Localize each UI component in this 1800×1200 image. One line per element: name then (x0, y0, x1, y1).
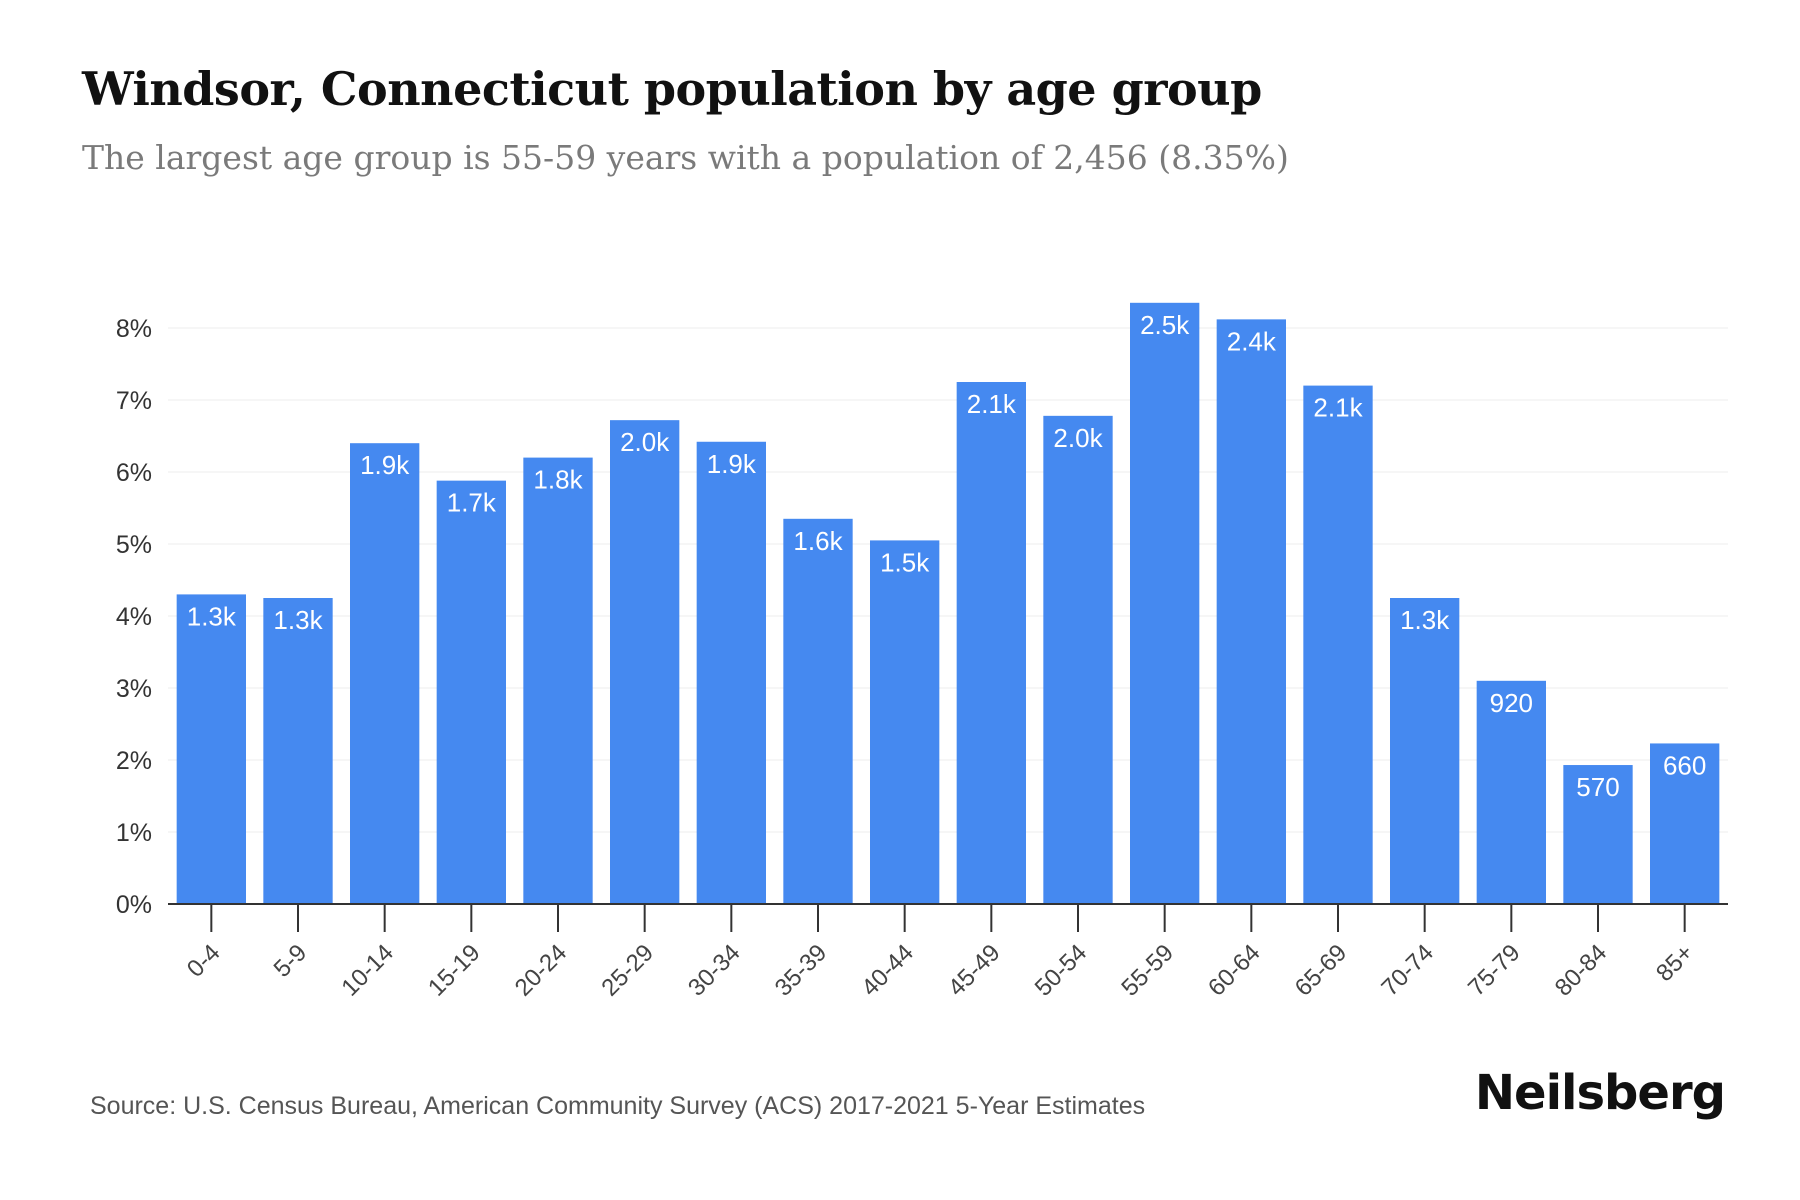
x-axis-ticks: 0-4 5-9 10-14 15-19 20-24 25-29 30-34 35-39 40-4… (182, 904, 1699, 1002)
neilsberg-logo: Neilsberg (1474, 1065, 1726, 1121)
y-tick-label: 0% (116, 891, 152, 919)
bar-value-label: 1.8k (533, 465, 583, 495)
x-tick-label: 15-19 (423, 939, 486, 1002)
y-tick-label: 7% (116, 387, 152, 415)
x-tick-label: 55-59 (1116, 939, 1179, 1002)
x-tick-label: 45-49 (943, 939, 1006, 1002)
bar-value-labels: 1.3k 1.3k 1.9k 1.7k 1.8k 2.0k 1.9k 1.6k 1.5k 2.1k… (187, 310, 1707, 802)
bar (956, 382, 1026, 904)
bar (263, 598, 333, 904)
x-tick-label: 20-24 (510, 939, 573, 1002)
bar-value-label: 1.9k (707, 449, 757, 479)
bar-value-label: 1.9k (360, 450, 410, 480)
x-tick-label: 80-84 (1550, 939, 1613, 1002)
bar (1216, 319, 1286, 904)
bar (1303, 385, 1373, 905)
x-tick-label: 35-39 (770, 939, 833, 1002)
bar (1476, 680, 1546, 904)
bar-value-label: 2.0k (620, 427, 670, 457)
bar (350, 443, 420, 904)
y-axis-ticks: 0% 1% 2% 3% 4% 5% 6% 7% 8% (116, 315, 152, 919)
bar (783, 518, 853, 904)
chart-subtitle: The largest age group is 55-59 years wit… (82, 138, 1289, 177)
bar (1390, 598, 1460, 904)
bar-value-label: 1.3k (187, 601, 237, 631)
bar (1130, 302, 1200, 904)
bar (870, 540, 940, 904)
bar-value-label: 2.0k (1053, 423, 1103, 453)
bar-value-label: 1.3k (273, 605, 323, 635)
bar (610, 420, 680, 904)
bar (1650, 743, 1720, 904)
x-tick-label: 0-4 (182, 939, 226, 983)
x-tick-label: 5-9 (269, 939, 313, 983)
y-tick-label: 3% (116, 675, 152, 703)
bar-value-label: 2.4k (1227, 326, 1277, 356)
x-tick-label: 60-64 (1203, 939, 1266, 1002)
x-tick-label: 75-79 (1463, 939, 1526, 1002)
y-tick-label: 8% (116, 315, 152, 343)
bar (1043, 415, 1113, 904)
x-tick-label: 70-74 (1376, 939, 1439, 1002)
bar-value-label: 1.6k (793, 526, 843, 556)
bar-value-label: 920 (1490, 688, 1533, 718)
y-tick-label: 2% (116, 747, 152, 775)
x-tick-label: 10-14 (336, 939, 399, 1002)
chart-title: Windsor, Connecticut population by age g… (82, 62, 1262, 116)
bar-value-label: 570 (1576, 772, 1619, 802)
bars (176, 302, 1720, 905)
source-note: Source: U.S. Census Bureau, American Com… (90, 1092, 1146, 1120)
bar-value-label: 2.1k (967, 389, 1017, 419)
gridlines (168, 327, 1728, 833)
x-tick-label: 50-54 (1030, 939, 1093, 1002)
y-tick-label: 6% (116, 459, 152, 487)
bar-value-label: 2.1k (1313, 393, 1363, 423)
bar (696, 441, 766, 904)
bar (176, 594, 246, 904)
y-tick-label: 4% (116, 603, 152, 631)
bar-value-label: 1.3k (1400, 605, 1450, 635)
bar-value-label: 660 (1663, 750, 1706, 780)
y-tick-label: 1% (116, 819, 152, 847)
bar-value-label: 1.7k (447, 488, 497, 518)
x-tick-label: 30-34 (683, 939, 746, 1002)
y-tick-label: 5% (116, 531, 152, 559)
bar-value-label: 1.5k (880, 547, 930, 577)
x-tick-label: 65-69 (1290, 939, 1353, 1002)
x-tick-label: 25-29 (596, 939, 659, 1002)
bar (436, 480, 506, 904)
bar-value-label: 2.5k (1140, 310, 1190, 340)
bar (1563, 765, 1633, 904)
x-tick-label: 85+ (1651, 939, 1699, 987)
x-tick-label: 40-44 (856, 939, 919, 1002)
bar (523, 457, 593, 904)
